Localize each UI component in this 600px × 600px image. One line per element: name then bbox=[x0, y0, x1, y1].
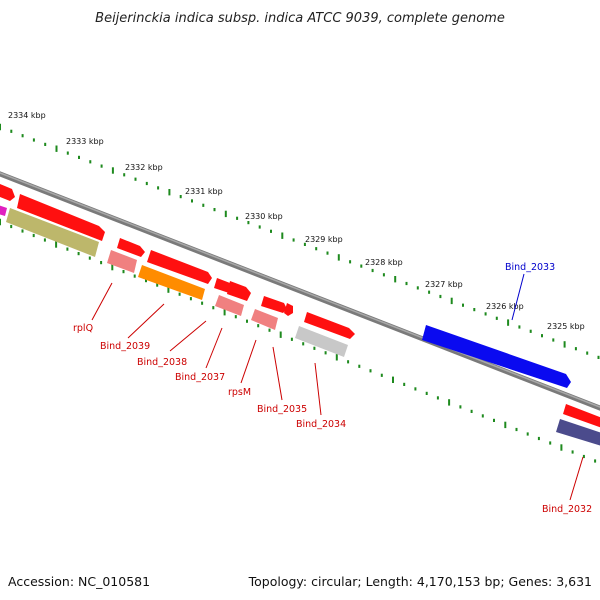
gene-label-bind-2034[interactable]: Bind_2034 bbox=[296, 419, 346, 430]
gene-arrow[interactable] bbox=[227, 281, 251, 301]
gene-label-bind-2038[interactable]: Bind_2038 bbox=[137, 357, 187, 368]
gene-arrow[interactable] bbox=[215, 295, 244, 316]
accession-text: Accession: NC_010581 bbox=[8, 574, 150, 589]
gene-label-bind-2037[interactable]: Bind_2037 bbox=[175, 372, 225, 383]
gene-arrow[interactable] bbox=[556, 419, 600, 447]
genome-title: Beijerinckia indica subsp. indica ATCC 9… bbox=[95, 11, 505, 26]
gene-label-rpsm[interactable]: rpsM bbox=[228, 387, 251, 398]
gene-arrow[interactable] bbox=[304, 312, 355, 339]
gene-arrow[interactable] bbox=[284, 303, 293, 316]
gene-arrow[interactable] bbox=[17, 194, 105, 241]
genome-backbone bbox=[0, 171, 600, 411]
gene-label-rplq[interactable]: rplQ bbox=[73, 323, 93, 334]
kbp-label: 2331 kbp bbox=[185, 187, 223, 196]
kbp-label: 2327 kbp bbox=[425, 280, 463, 289]
gene-arrow[interactable] bbox=[214, 278, 232, 293]
kbp-label: 2334 kbp bbox=[8, 111, 46, 120]
genome-summary-text: Topology: circular; Length: 4,170,153 bp… bbox=[248, 574, 592, 589]
gene-arrow[interactable] bbox=[147, 250, 212, 284]
kbp-label: 2333 kbp bbox=[66, 137, 104, 146]
gene-arrow[interactable] bbox=[138, 265, 205, 300]
gene-arrow[interactable] bbox=[261, 296, 287, 313]
kbp-label: 2330 kbp bbox=[245, 212, 283, 221]
kbp-label: 2332 kbp bbox=[125, 163, 163, 172]
gene-arrow[interactable] bbox=[563, 404, 600, 429]
kbp-label: 2326 kbp bbox=[486, 302, 524, 311]
gene-arrow[interactable] bbox=[6, 208, 99, 257]
kbp-label: 2325 kbp bbox=[547, 322, 585, 331]
gene-arrow[interactable] bbox=[422, 325, 571, 388]
kbp-label: 2328 kbp bbox=[365, 258, 403, 267]
gene-arrow[interactable] bbox=[251, 309, 278, 330]
gene-arrow[interactable] bbox=[107, 250, 137, 273]
kbp-label: 2329 kbp bbox=[305, 235, 343, 244]
label-leaders bbox=[91, 273, 584, 501]
gene-arrow[interactable] bbox=[0, 182, 15, 201]
gene-label-bind-2032[interactable]: Bind_2032 bbox=[542, 504, 592, 515]
position-labels: 2334 kbp 2333 kbp 2332 kbp 2331 kbp 2330… bbox=[8, 111, 585, 331]
gene-arrow[interactable] bbox=[117, 238, 145, 257]
inner-position-ruler bbox=[0, 218, 597, 463]
gene-label-bind-2033[interactable]: Bind_2033 bbox=[505, 262, 555, 273]
gene-label-bind-2039[interactable]: Bind_2039 bbox=[100, 341, 150, 352]
gene-arrow[interactable] bbox=[0, 204, 7, 216]
gene-labels: rplQ Bind_2039 Bind_2038 Bind_2037 rpsM … bbox=[73, 262, 592, 515]
gene-label-bind-2035[interactable]: Bind_2035 bbox=[257, 404, 307, 415]
gene-features bbox=[0, 182, 600, 447]
outer-position-ruler bbox=[0, 123, 600, 359]
gene-arrow[interactable] bbox=[295, 326, 348, 357]
